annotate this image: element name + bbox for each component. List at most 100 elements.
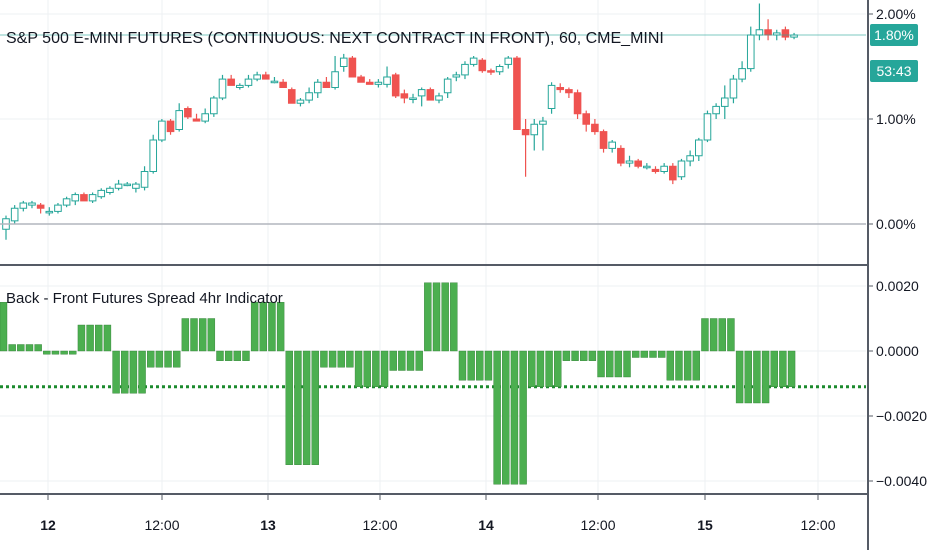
price-axis[interactable]: 2.00% 1.00% 0.00% 0.0020 0.0000 −0.0020 −0.004… [868, 6, 927, 489]
candle [660, 163, 668, 174]
candle [573, 89, 582, 119]
candle-body [149, 139, 158, 172]
spread-bar [787, 350, 796, 387]
candle-body [158, 120, 166, 141]
spread-bar [172, 350, 181, 368]
candle [279, 79, 287, 88]
candle-body [599, 131, 608, 149]
candle [270, 77, 279, 84]
candle [244, 74, 253, 88]
candle [287, 87, 296, 104]
candle-body [262, 74, 270, 80]
candle [149, 134, 158, 174]
candle-body [495, 66, 504, 73]
spread-bar [25, 344, 34, 352]
candle-body [591, 123, 599, 133]
time-axis[interactable]: 12 12:00 13 12:00 14 12:00 15 12:00 [40, 494, 836, 533]
spread-bar [545, 350, 553, 387]
candle [106, 186, 114, 195]
spread-bar [164, 350, 172, 368]
candle [443, 77, 452, 98]
candle [556, 83, 565, 93]
candle [686, 150, 694, 167]
spread-bar [554, 350, 562, 387]
spread-bar [450, 282, 458, 352]
spread-bar [51, 350, 60, 355]
spread-bar [528, 350, 536, 387]
candle-body [781, 29, 790, 38]
spread-bar [580, 350, 588, 361]
candle-body [19, 202, 28, 209]
spread-bar [415, 350, 423, 371]
spread-bar [467, 350, 475, 381]
spread-bar [190, 318, 198, 352]
spread-bar [640, 350, 649, 358]
spread-bar [17, 344, 25, 352]
candle [478, 58, 487, 73]
candle-body [409, 97, 417, 100]
candle-body [669, 165, 677, 181]
spread-bar [562, 350, 571, 361]
candle-body [166, 120, 175, 133]
candle [625, 155, 634, 168]
candle [210, 95, 218, 117]
candle-body [365, 81, 374, 85]
candle [262, 71, 270, 80]
candle [582, 110, 591, 132]
spread-bar [675, 350, 683, 381]
last-price-label: 1.80% [874, 27, 914, 43]
spread-bar [43, 350, 51, 355]
candle [513, 56, 521, 130]
spread-bar [588, 350, 597, 361]
spread-bar [735, 350, 744, 404]
candle [720, 85, 729, 119]
spread-bar [476, 350, 484, 381]
candle-body [88, 194, 97, 202]
candle-body [123, 183, 132, 187]
candle-body [608, 141, 617, 149]
spread-bar [692, 350, 700, 381]
price-candles [2, 3, 798, 240]
candle [28, 200, 36, 209]
candle [651, 166, 660, 174]
candle [591, 119, 599, 135]
candle [45, 207, 54, 216]
candle [305, 87, 313, 104]
spread-bar [606, 350, 614, 378]
candle-body [530, 123, 539, 136]
spread-bar [155, 350, 164, 368]
candle-body [720, 97, 729, 107]
candle-body [62, 198, 71, 206]
candle [530, 119, 539, 151]
candle-body [201, 113, 209, 122]
spread-bar [0, 302, 8, 352]
candle [322, 77, 331, 88]
candle [391, 72, 400, 98]
candle [712, 103, 720, 119]
candle-body [114, 183, 123, 189]
candle [409, 93, 417, 104]
price-tick-label: 1.00% [876, 111, 916, 127]
spread-bar [631, 350, 640, 358]
candle-body [452, 74, 461, 78]
candle [521, 119, 530, 177]
spread-bar [372, 350, 380, 387]
candle-body [539, 120, 547, 125]
candle-body [582, 113, 591, 125]
spread-bar [683, 350, 692, 381]
spread-bar [614, 350, 623, 378]
candle-body [244, 78, 253, 86]
candle [71, 192, 80, 206]
spread-bar [294, 350, 302, 465]
candle-body [210, 97, 218, 115]
spread-bar [441, 282, 449, 352]
candle-body [36, 204, 45, 209]
spread-bar [657, 350, 666, 358]
time-tick-label: 12:00 [362, 517, 397, 533]
spread-bar [121, 350, 129, 394]
candle [218, 74, 227, 101]
candle-body [322, 81, 331, 88]
candle [461, 61, 469, 80]
candle-body [556, 87, 565, 91]
